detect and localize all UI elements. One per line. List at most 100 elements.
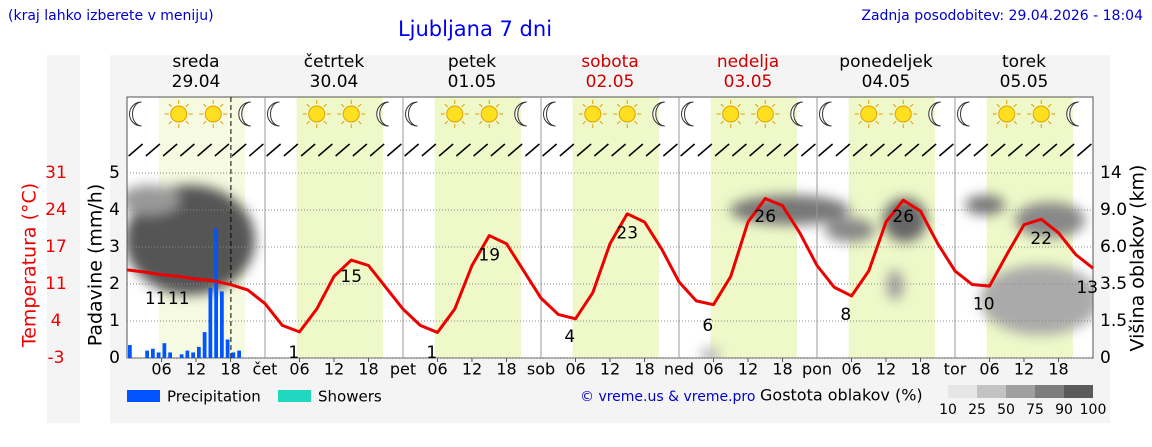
x-tick-label: 06 <box>979 360 999 379</box>
cloud-legend-tick: 50 <box>997 402 1015 418</box>
extreme-label: 1 <box>288 343 299 363</box>
sun-icon <box>895 106 911 122</box>
temperature-tick-label: -3 <box>48 348 65 368</box>
precipitation-bar <box>191 352 195 358</box>
x-tick-label: 12 <box>324 360 344 379</box>
day-name: ponedeljek <box>839 52 933 72</box>
y-axis-title: Padavine (mm/h) <box>85 184 107 347</box>
precipitation-bar <box>186 351 190 358</box>
temperature-tick-label: 24 <box>45 200 67 220</box>
day-date: 03.05 <box>724 72 773 92</box>
cloud-legend-cell <box>1006 385 1035 398</box>
day-date: 05.05 <box>1000 72 1049 92</box>
cloud-blob <box>825 218 875 242</box>
sun-icon <box>757 106 773 122</box>
precipitation-bar <box>168 352 172 358</box>
cloud-legend-tick: 75 <box>1026 402 1044 418</box>
day-date: 01.05 <box>448 72 497 92</box>
extreme-label: 4 <box>564 327 575 347</box>
precipitation-bar <box>197 347 201 358</box>
day-abbr: pet <box>390 360 416 379</box>
y2-tick-label: 1.5 <box>1100 311 1127 331</box>
x-tick-label: 18 <box>496 360 516 379</box>
sun-icon <box>205 106 221 122</box>
x-tick-label: 18 <box>910 360 930 379</box>
legend-label: Precipitation <box>167 388 261 406</box>
updated: Zadnja posodobitev: 29.04.2026 - 18:04 <box>861 8 1143 24</box>
y-tick-label: 0 <box>109 348 120 368</box>
extreme-label: 23 <box>616 224 638 244</box>
day-name: sobota <box>581 52 639 72</box>
daylight <box>711 97 797 358</box>
precipitation-bar <box>209 288 213 358</box>
day-abbr: sob <box>527 360 555 379</box>
cloud-legend-tick: 90 <box>1055 402 1073 418</box>
day-abbr: tor <box>944 360 967 379</box>
day-abbr: čet <box>253 360 278 379</box>
y2-tick-label: 3.5 <box>1100 274 1127 294</box>
y2-tick-label: 14 <box>1100 163 1122 183</box>
x-tick-label: 12 <box>876 360 896 379</box>
cloud-legend-cell <box>1035 385 1064 398</box>
day-name: torek <box>1002 52 1046 72</box>
extreme-label: 13 <box>1076 278 1098 298</box>
y-tick-label: 3 <box>109 237 120 257</box>
cloud-blob <box>120 185 180 215</box>
sun-icon <box>171 106 187 122</box>
note: (kraj lahko izberete v meniju) <box>8 8 214 24</box>
sun-icon <box>723 106 739 122</box>
day-name: petek <box>448 52 496 72</box>
precipitation-bar <box>220 291 224 358</box>
legend-swatch <box>278 390 311 402</box>
temperature-tick-label: 11 <box>45 274 67 294</box>
x-tick-label: 18 <box>358 360 378 379</box>
x-tick-label: 06 <box>151 360 171 379</box>
y2-tick-label: 6.0 <box>1100 237 1127 257</box>
temperature-tick-label: 31 <box>45 163 67 183</box>
cloud-legend-cell <box>1064 385 1093 398</box>
extreme-label: 19 <box>478 245 500 265</box>
extreme-label: 26 <box>754 207 776 227</box>
x-tick-label: 12 <box>186 360 206 379</box>
x-tick-label: 06 <box>703 360 723 379</box>
cloud-legend-tick: 100 <box>1080 402 1107 418</box>
cloud-legend-tick: 10 <box>939 402 957 418</box>
x-tick-label: 12 <box>462 360 482 379</box>
day-date: 02.05 <box>586 72 635 92</box>
cloud-blob <box>965 195 1005 215</box>
temperature-tick-label: 17 <box>45 237 67 257</box>
day-date: 04.05 <box>862 72 911 92</box>
title: Ljubljana 7 dni <box>398 17 552 41</box>
credit: © vreme.us & vreme.pro <box>580 389 755 405</box>
day-abbr: ned <box>664 360 694 379</box>
cloud-blob <box>980 265 1100 335</box>
precipitation-bar <box>232 352 236 358</box>
temperature-axis-title: Temperatura (°C) <box>19 183 41 348</box>
x-tick-label: 18 <box>1048 360 1068 379</box>
precipitation-bar <box>151 349 155 358</box>
x-tick-label: 12 <box>738 360 758 379</box>
extreme-label: 15 <box>340 267 362 287</box>
y-tick-label: 4 <box>109 200 120 220</box>
day-name: nedelja <box>717 52 779 72</box>
y-tick-label: 1 <box>109 311 120 331</box>
x-tick-label: 18 <box>634 360 654 379</box>
precipitation-bar <box>163 343 167 358</box>
sun-icon <box>309 106 325 122</box>
sun-icon <box>447 106 463 122</box>
extreme-label: 22 <box>1030 229 1052 249</box>
y2-axis-title: Višina oblakov (km) <box>1127 165 1149 352</box>
precipitation-bar <box>157 352 161 358</box>
sun-icon <box>861 106 877 122</box>
cloud-blob <box>887 270 903 300</box>
extreme-label: 10 <box>973 294 995 314</box>
sun-icon <box>343 106 359 122</box>
cloud-legend-cell <box>948 385 977 398</box>
x-tick-label: 06 <box>841 360 861 379</box>
y-tick-label: 2 <box>109 274 120 294</box>
sun-icon <box>481 106 497 122</box>
y-tick-label: 5 <box>109 163 120 183</box>
sun-icon <box>619 106 635 122</box>
y2-tick-label: 9.0 <box>1100 200 1127 220</box>
